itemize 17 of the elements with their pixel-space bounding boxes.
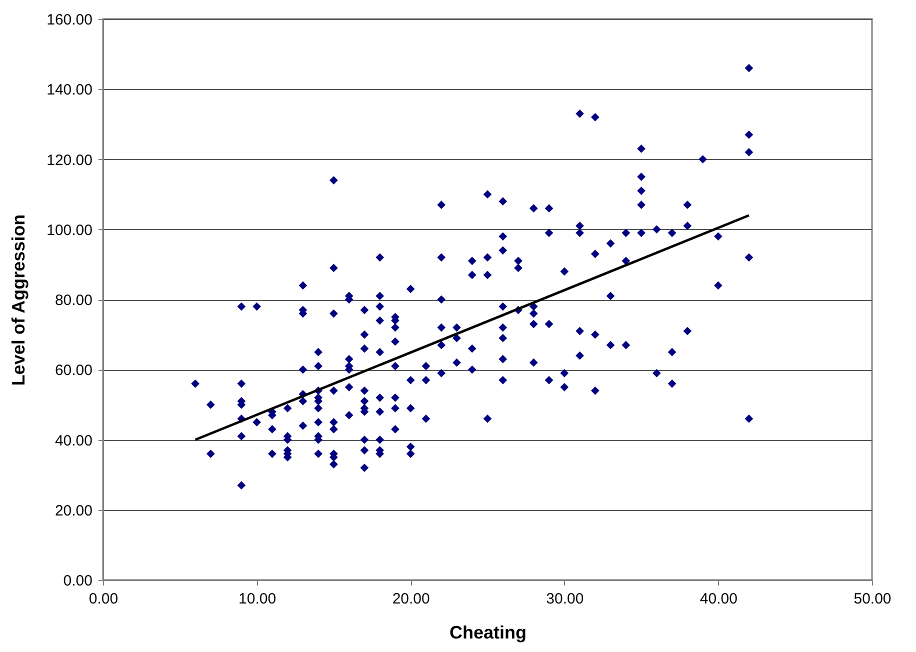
- x-axis-title: Cheating: [449, 622, 527, 642]
- x-tick-label: 40.00: [700, 590, 738, 608]
- y-tick-label: 80.00: [54, 292, 92, 309]
- y-tick-label: 160.00: [46, 12, 92, 28]
- x-tick-label: 30.00: [546, 590, 584, 608]
- y-tick-label: 20.00: [54, 502, 92, 520]
- y-tick-label: 40.00: [54, 432, 92, 450]
- x-tick-label: 0.00: [88, 590, 118, 608]
- y-tick-label: 120.00: [46, 152, 92, 169]
- y-tick-label: 100.00: [46, 222, 92, 239]
- y-tick-label: 60.00: [54, 362, 92, 380]
- y-tick-label: 0.00: [63, 572, 92, 590]
- y-tick-label: 140.00: [46, 82, 92, 99]
- x-tick-label: 10.00: [238, 590, 276, 608]
- x-tick-label: 20.00: [392, 590, 430, 608]
- y-axis-title: Level of Aggression: [8, 214, 29, 386]
- x-tick-label: 50.00: [854, 590, 892, 608]
